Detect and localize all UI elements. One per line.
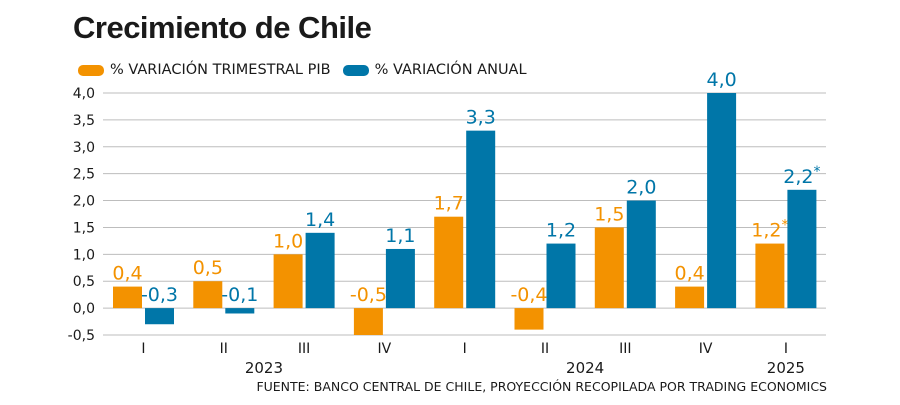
bar [305, 232, 335, 309]
bar [707, 93, 737, 309]
bar [225, 308, 255, 314]
bar [385, 248, 415, 309]
data-label: 0,5 [193, 257, 223, 279]
y-tick-label: 1,5 [73, 220, 95, 236]
x-tick-label: I [463, 341, 467, 357]
legend-item-annual: % VARIACIÓN ANUAL [342, 62, 527, 78]
data-label-asterisk: * [782, 218, 789, 234]
bar [353, 308, 383, 335]
bar [434, 216, 464, 309]
data-label: 1,2* [751, 218, 788, 242]
y-tick-label: 2,5 [73, 167, 95, 183]
bar [113, 286, 142, 309]
legend-label-annual: % VARIACIÓN ANUAL [374, 62, 527, 78]
legend-swatch-quarterly [78, 64, 104, 76]
year-label: 2025 [767, 359, 805, 377]
bar [514, 308, 544, 330]
bar [755, 243, 785, 309]
x-tick-label: I [141, 341, 145, 357]
bar [193, 281, 223, 309]
data-label: 0,4 [674, 263, 704, 285]
data-label: 3,3 [466, 107, 496, 129]
x-tick-label: III [298, 341, 310, 357]
legend-item-quarterly: % VARIACIÓN TRIMESTRAL PIB [78, 62, 331, 78]
bar [626, 200, 656, 309]
x-tick-label: II [541, 341, 549, 357]
x-tick-label: III [619, 341, 631, 357]
y-tick-label: 2,0 [73, 194, 95, 210]
chart-title: Crecimiento de Chile [73, 10, 372, 45]
data-label: -0,1 [221, 284, 258, 306]
data-label: 1,5 [594, 203, 624, 225]
data-label: 1,7 [434, 193, 464, 215]
bar [273, 254, 303, 309]
x-tick-label: IV [699, 341, 713, 357]
year-label: 2024 [566, 359, 604, 377]
data-label: 1,2 [546, 220, 576, 242]
data-label: -0,4 [510, 284, 547, 306]
legend-swatch-annual [342, 64, 369, 76]
x-tick-label: II [220, 341, 228, 357]
source-note: FUENTE: BANCO CENTRAL DE CHILE, PROYECCI… [256, 379, 827, 394]
bar [466, 130, 496, 309]
legend-label-quarterly: % VARIACIÓN TRIMESTRAL PIB [110, 62, 331, 78]
data-label: -0,3 [141, 284, 178, 306]
bar [787, 189, 817, 309]
y-tick-label: 0,0 [73, 301, 95, 317]
data-label: 1,0 [273, 230, 303, 252]
legend: % VARIACIÓN TRIMESTRAL PIB % VARIACIÓN A… [78, 60, 539, 80]
x-tick-label: I [784, 341, 788, 357]
data-label-asterisk: * [814, 164, 821, 180]
bar [675, 286, 705, 309]
bar [546, 243, 576, 309]
bar [145, 308, 174, 325]
y-tick-label: 3,5 [73, 113, 95, 129]
y-tick-label: 0,5 [73, 274, 95, 290]
data-label: 4,0 [706, 69, 736, 91]
data-label: 2,0 [626, 177, 656, 199]
x-tick-label: IV [378, 341, 392, 357]
data-label: -0,5 [350, 284, 387, 306]
data-label: 1,1 [385, 225, 415, 247]
y-tick-label: 3,0 [73, 140, 95, 156]
data-label: 1,4 [305, 209, 335, 231]
y-tick-label: 1,0 [73, 247, 95, 263]
data-label: 0,4 [112, 263, 142, 285]
bar [594, 227, 624, 309]
y-tick-label: -0,5 [68, 328, 95, 344]
data-label: 2,2* [783, 164, 820, 188]
year-label: 2023 [245, 359, 283, 377]
y-tick-label: 4,0 [73, 86, 95, 102]
